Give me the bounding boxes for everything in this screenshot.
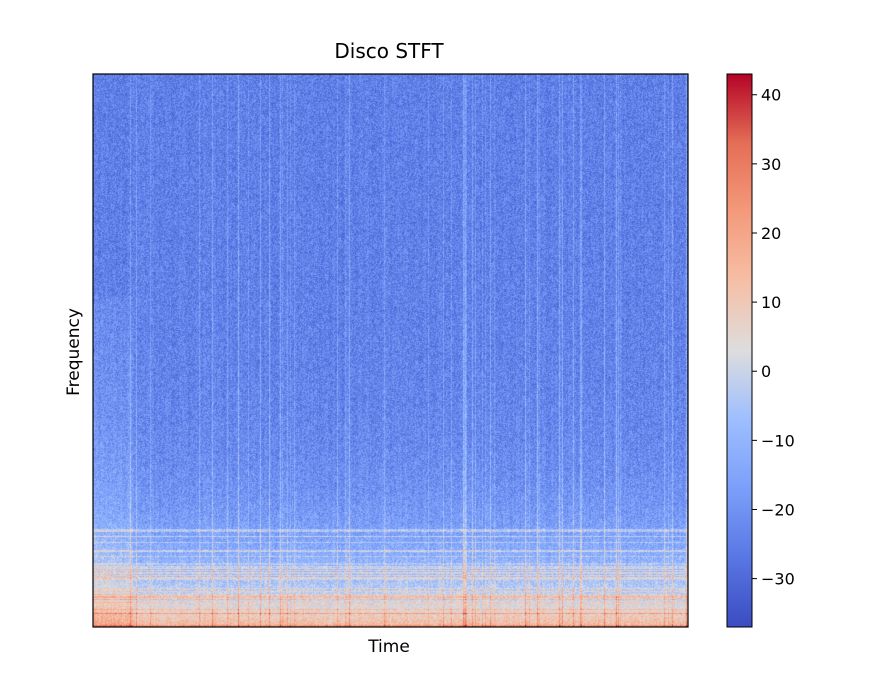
colorbar-tick-label: 30 [761, 155, 781, 174]
colorbar-tick-label: 20 [761, 224, 781, 243]
x-axis-label: Time [367, 637, 410, 657]
spectrogram [93, 74, 688, 627]
colorbar-tick-label: 10 [761, 293, 781, 312]
colorbar-tick-label: −30 [761, 570, 795, 589]
colorbar: 40 30 20 10 0 −10 −20 −30 [726, 73, 795, 628]
colorbar-tick-label: 40 [761, 86, 781, 105]
colorbar-tick-label: 0 [761, 362, 771, 381]
y-axis-label: Frequency [64, 308, 84, 396]
colorbar-ticks: 40 30 20 10 0 −10 −20 −30 [752, 86, 795, 589]
colorbar-gradient [726, 73, 753, 628]
colorbar-tick-label: −20 [761, 500, 795, 519]
colorbar-tick-label: −10 [761, 431, 795, 450]
chart-title: Disco STFT [334, 39, 444, 63]
plot-frame [92, 73, 689, 628]
